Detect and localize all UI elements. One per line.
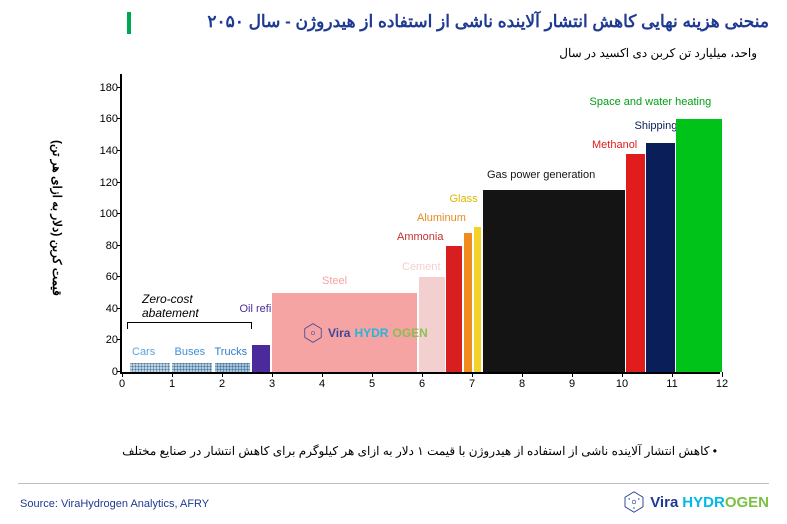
y-tick-mark xyxy=(117,118,122,119)
logo-icon xyxy=(622,490,646,514)
bar-label: Gas power generation xyxy=(487,169,595,181)
x-tick: 0 xyxy=(119,378,125,390)
bar-label: Cars xyxy=(132,346,155,358)
x-tick-mark xyxy=(272,372,273,377)
x-tick-mark xyxy=(672,372,673,377)
logo-text-vira: Vira xyxy=(650,494,678,511)
x-tick: 1 xyxy=(169,378,175,390)
x-tick-mark xyxy=(722,372,723,377)
bar-label: Space and water heating xyxy=(590,96,712,108)
bar-label: Trucks xyxy=(215,346,248,358)
y-tick-mark xyxy=(117,182,122,183)
y-tick-mark xyxy=(117,308,122,309)
x-tick-mark xyxy=(322,372,323,377)
y-tick: 60 xyxy=(90,271,118,283)
x-tick-mark xyxy=(122,372,123,377)
x-tick-mark xyxy=(622,372,623,377)
page-title: منحنی هزینه نهایی کاهش انتشار آلاینده نا… xyxy=(130,12,769,32)
y-tick: 80 xyxy=(90,240,118,252)
y-tick-mark xyxy=(117,276,122,277)
bar-label: Ammonia xyxy=(397,231,443,243)
y-tick: 100 xyxy=(90,208,118,220)
bar-trucks xyxy=(215,363,250,372)
y-axis-label: قیمت کربن (دلار به ازای هر تن) xyxy=(50,140,64,296)
bar-methanol xyxy=(626,154,645,372)
plot: 0204060801001201401601800123456789101112… xyxy=(120,74,720,374)
x-tick: 4 xyxy=(319,378,325,390)
bar-label: Cement xyxy=(402,261,441,273)
logo-text-hydrogen: HYDROGEN xyxy=(682,494,769,511)
bar-oil-refining xyxy=(252,345,270,372)
bar-label: Aluminum xyxy=(417,212,466,224)
bar-label: Methanol xyxy=(592,139,637,151)
y-tick-mark xyxy=(117,87,122,88)
x-tick: 6 xyxy=(419,378,425,390)
footer-logo: ViraHYDROGEN xyxy=(622,490,769,514)
bar-cars xyxy=(130,363,170,372)
x-tick: 12 xyxy=(716,378,728,390)
x-tick-mark xyxy=(222,372,223,377)
x-tick-mark xyxy=(572,372,573,377)
subtitle: واحد، میلیارد تن کربن دی اکسید در سال xyxy=(559,46,757,60)
bar-label: Steel xyxy=(322,275,347,287)
bar-shipping xyxy=(646,143,675,372)
x-tick: 2 xyxy=(219,378,225,390)
x-tick-mark xyxy=(172,372,173,377)
divider xyxy=(18,483,769,484)
y-tick: 120 xyxy=(90,177,118,189)
y-tick: 0 xyxy=(90,366,118,378)
x-tick-mark xyxy=(372,372,373,377)
y-tick: 180 xyxy=(90,82,118,94)
source-text: Source: ViraHydrogen Analytics, AFRY xyxy=(20,498,209,510)
title-text: منحنی هزینه نهایی کاهش انتشار آلاینده نا… xyxy=(207,12,769,31)
y-tick: 160 xyxy=(90,113,118,125)
x-tick: 3 xyxy=(269,378,275,390)
bar-aluminum xyxy=(464,233,473,372)
y-tick: 20 xyxy=(90,334,118,346)
x-tick: 11 xyxy=(666,378,677,390)
x-tick-mark xyxy=(472,372,473,377)
x-tick: 9 xyxy=(569,378,575,390)
y-tick: 40 xyxy=(90,303,118,315)
y-tick-mark xyxy=(117,245,122,246)
y-tick: 140 xyxy=(90,145,118,157)
caption: کاهش انتشار آلاینده ناشی از استفاده از ه… xyxy=(122,444,717,458)
bar-gas-power-generation xyxy=(483,190,625,372)
zero-cost-bracket xyxy=(127,322,252,328)
bar-label: Glass xyxy=(450,193,478,205)
bar-label: Buses xyxy=(175,346,206,358)
x-tick-mark xyxy=(522,372,523,377)
chart-area: 0204060801001201401601800123456789101112… xyxy=(90,64,730,404)
bar-space-and-water-heating xyxy=(676,119,722,372)
bar-buses xyxy=(172,363,212,372)
x-tick: 7 xyxy=(469,378,475,390)
y-tick-mark xyxy=(117,339,122,340)
y-tick-mark xyxy=(117,150,122,151)
bar-label: Shipping xyxy=(635,120,678,132)
x-tick: 8 xyxy=(519,378,525,390)
x-tick: 5 xyxy=(369,378,375,390)
y-tick-mark xyxy=(117,213,122,214)
bar-glass xyxy=(474,227,482,372)
bar-ammonia xyxy=(446,246,462,372)
x-tick-mark xyxy=(422,372,423,377)
watermark: ViraHYDROGEN xyxy=(302,322,428,344)
zero-cost-label: Zero-costabatement xyxy=(142,292,199,320)
x-tick: 10 xyxy=(616,378,628,390)
